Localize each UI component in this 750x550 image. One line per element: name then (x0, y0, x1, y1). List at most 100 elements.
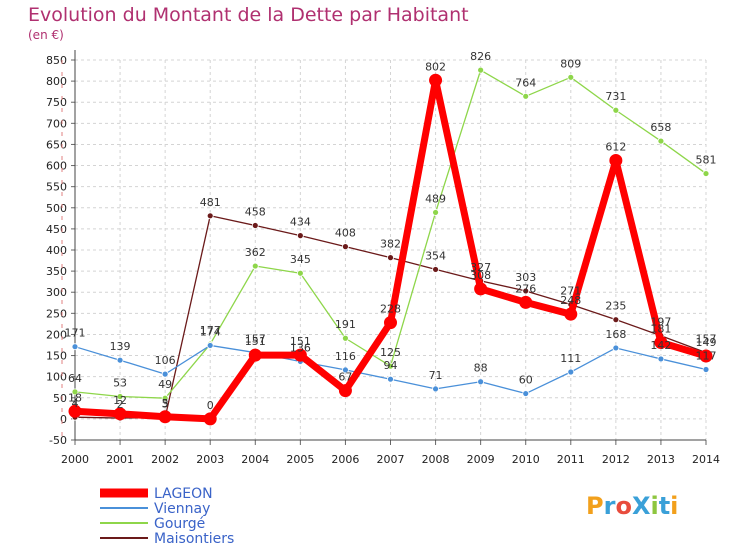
data-point-gourgé (296, 269, 304, 277)
data-label-maisontiers: 408 (335, 227, 356, 240)
proxiti-logo: ProXiti (586, 492, 678, 520)
data-label-viennay: 116 (335, 350, 356, 363)
data-label-gourgé: 826 (470, 50, 491, 63)
data-point-viennay (206, 342, 214, 349)
data-point-viennay (432, 385, 439, 393)
data-label-gourgé: 191 (335, 318, 356, 331)
data-label-maisontiers: 197 (650, 316, 671, 329)
chart-title: Evolution du Montant de la Dette par Hab… (28, 4, 469, 26)
data-label-maisontiers: 354 (425, 249, 446, 262)
data-label-lageon: 802 (425, 60, 446, 73)
chart-unit: (en €) (28, 28, 64, 42)
data-label-maisontiers: 458 (245, 206, 266, 219)
data-point-lageon (474, 282, 488, 296)
data-label-maisontiers: 271 (560, 284, 581, 297)
data-point-viennay (522, 390, 530, 397)
data-label-gourgé: 658 (650, 121, 671, 134)
data-label-lageon: 67 (338, 371, 352, 384)
legend-label-maisontiers: Maisontiers (154, 531, 234, 547)
x-tick-label: 2007 (377, 453, 405, 466)
data-point-gourgé (432, 209, 439, 216)
y-tick-label: 800 (46, 75, 67, 88)
data-label-gourgé: 125 (380, 346, 401, 359)
x-tick-label: 2012 (602, 453, 630, 466)
data-label-lageon: 308 (470, 269, 491, 282)
y-tick-label: 150 (46, 350, 67, 363)
y-tick-label: 850 (46, 54, 67, 67)
data-label-lageon: 151 (290, 335, 311, 348)
data-label-maisontiers: 235 (605, 300, 626, 313)
data-point-lageon (158, 410, 172, 424)
y-tick-label: 50 (53, 392, 67, 405)
data-label-gourgé: 345 (290, 253, 311, 266)
y-tick-label: 250 (46, 307, 67, 320)
data-label-lageon: 0 (207, 399, 214, 412)
x-tick-label: 2011 (557, 453, 585, 466)
data-point-maisontiers (387, 254, 394, 262)
data-label-maisontiers: 157 (696, 333, 717, 346)
series-lines (68, 66, 713, 426)
data-label-lageon: 149 (696, 336, 717, 349)
x-tick-label: 2004 (241, 453, 269, 466)
data-label-gourgé: 49 (158, 378, 172, 391)
data-label-lageon: 228 (380, 303, 401, 316)
y-tick-label: 100 (46, 371, 67, 384)
data-point-maisontiers (612, 316, 620, 324)
data-label-gourgé: 731 (605, 90, 626, 103)
data-point-gourgé (251, 262, 259, 270)
data-label-lageon: 151 (245, 335, 266, 348)
x-tick-label: 2009 (467, 453, 495, 466)
data-point-maisontiers (251, 222, 259, 229)
y-tick-label: 700 (46, 117, 67, 130)
x-tick-label: 2008 (422, 453, 450, 466)
data-point-gourgé (657, 137, 665, 145)
x-tick-label: 2013 (647, 453, 675, 466)
data-point-gourgé (702, 170, 710, 177)
data-point-gourgé (612, 106, 620, 114)
data-point-viennay (657, 355, 665, 363)
data-label-maisontiers: 303 (515, 271, 536, 284)
data-point-viennay (71, 343, 79, 351)
data-point-viennay (342, 366, 349, 374)
svg-text:ProXiti: ProXiti (586, 492, 678, 520)
data-label-lageon: 181 (650, 322, 671, 335)
data-point-viennay (116, 356, 124, 364)
data-label-gourgé: 581 (696, 154, 717, 167)
data-label-lageon: 12 (113, 394, 127, 407)
data-point-maisontiers (206, 212, 214, 220)
data-label-viennay: 111 (560, 352, 581, 365)
data-point-viennay (702, 366, 710, 373)
data-point-maisontiers (296, 232, 304, 240)
data-point-gourgé (161, 394, 169, 402)
y-tick-label: 650 (46, 138, 67, 151)
data-label-gourgé: 362 (245, 246, 266, 259)
y-tick-label: 750 (46, 96, 67, 109)
axes: -500501001502002503003504004505005506006… (46, 50, 720, 466)
data-label-lageon: 248 (560, 294, 581, 307)
data-point-gourgé (116, 393, 124, 400)
data-point-lageon (338, 384, 352, 398)
data-label-lageon: 612 (605, 140, 626, 153)
data-point-lageon (293, 348, 307, 362)
data-label-maisontiers: 382 (380, 238, 401, 251)
y-tick-label: 500 (46, 202, 67, 215)
data-label-viennay: 94 (384, 359, 398, 372)
x-tick-label: 2003 (196, 453, 224, 466)
data-point-viennay (477, 378, 485, 386)
data-point-viennay (161, 370, 169, 378)
x-tick-label: 2006 (331, 453, 359, 466)
data-point-lageon (248, 348, 262, 362)
y-tick-label: 0 (60, 413, 67, 426)
data-point-lageon (429, 73, 443, 87)
data-point-lageon (384, 316, 397, 330)
x-tick-label: 2000 (61, 453, 89, 466)
data-label-gourgé: 53 (113, 377, 127, 390)
data-point-gourgé (567, 73, 575, 81)
data-label-gourgé: 809 (560, 57, 581, 70)
data-point-lageon (68, 404, 82, 418)
data-label-maisontiers: 3 (162, 398, 169, 411)
data-label-maisontiers: 434 (290, 216, 311, 229)
data-point-gourgé (71, 388, 79, 396)
